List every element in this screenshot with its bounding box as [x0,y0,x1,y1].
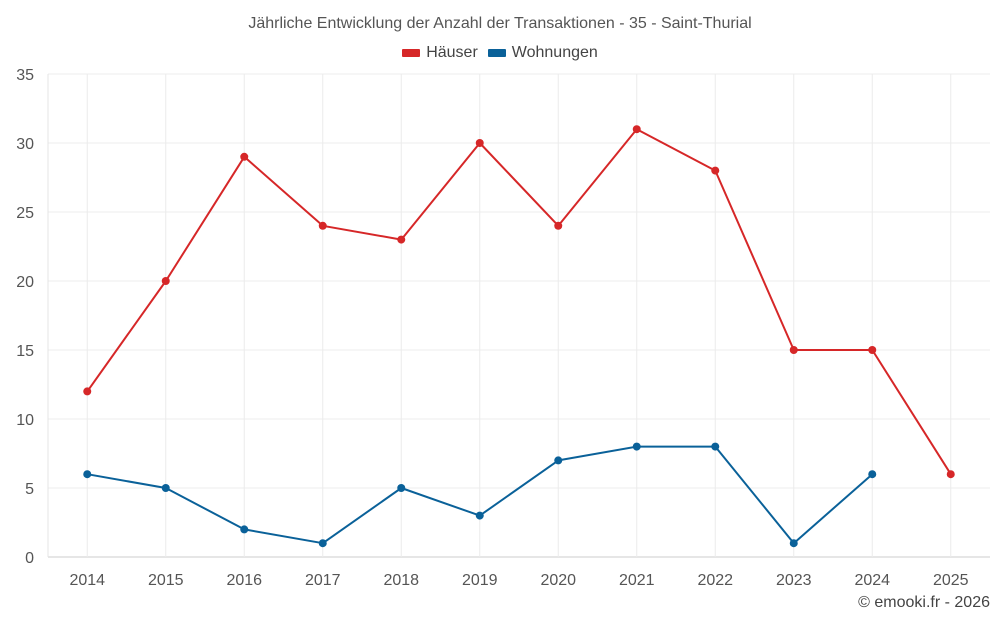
chart-title: Jährliche Entwicklung der Anzahl der Tra… [248,15,752,32]
credit-text: © emooki.fr - 2026 [858,594,990,611]
x-tick-label: 2021 [619,572,655,589]
data-point-haeuser [711,166,720,175]
legend-swatch-wohnungen [487,49,506,57]
data-point-wohnungen [868,470,877,479]
y-tick-label: 10 [16,412,34,429]
x-tick-label: 2020 [540,572,576,589]
y-tick-label: 35 [16,67,34,84]
data-point-haeuser [632,125,641,134]
y-tick-label: 20 [16,274,34,291]
y-tick-label: 5 [25,481,34,498]
data-point-haeuser [946,470,955,479]
x-tick-label: 2023 [776,572,812,589]
legend-item-haeuser[interactable]: Häuser [402,44,478,62]
data-point-wohnungen [711,442,720,451]
data-point-wohnungen [397,484,406,492]
data-point-haeuser [83,387,92,396]
data-point-haeuser [868,346,877,354]
data-point-wohnungen [632,442,641,451]
legend-label-wohnungen: Wohnungen [511,44,598,61]
x-tick-label: 2025 [933,572,969,589]
x-tick-label: 2024 [854,572,890,589]
legend-label-haeuser: Häuser [426,44,478,61]
data-point-wohnungen [475,511,484,520]
data-point-haeuser [554,221,563,230]
x-tick-label: 2019 [462,572,498,589]
legend: Häuser Wohnungen [0,44,1000,62]
legend-swatch-haeuser [402,49,421,57]
data-point-wohnungen [240,525,249,534]
data-point-haeuser [240,152,249,161]
legend-item-wohnungen[interactable]: Wohnungen [487,44,598,62]
x-tick-label: 2022 [697,572,733,589]
data-point-haeuser [161,277,170,285]
grid [47,73,990,558]
y-tick-label: 0 [25,550,34,567]
x-tick-label: 2015 [148,572,184,589]
series-line-haeuser [86,128,952,475]
x-tick-label: 2018 [383,572,419,589]
data-point-haeuser [475,139,484,147]
data-point-wohnungen [789,539,798,548]
data-point-haeuser [397,235,406,244]
data-point-haeuser [789,346,798,354]
y-tick-label: 25 [16,205,34,222]
series-layer [83,125,955,548]
data-point-wohnungen [554,456,563,465]
x-tick-label: 2017 [305,572,341,589]
y-tick-label: 30 [16,136,34,153]
x-tick-label: 2016 [226,572,262,589]
data-point-wohnungen [83,470,92,479]
x-tick-label: 2014 [69,572,105,589]
data-point-wohnungen [318,539,327,548]
data-point-haeuser [318,221,327,230]
y-tick-label: 15 [16,343,34,360]
data-point-wohnungen [161,484,170,492]
